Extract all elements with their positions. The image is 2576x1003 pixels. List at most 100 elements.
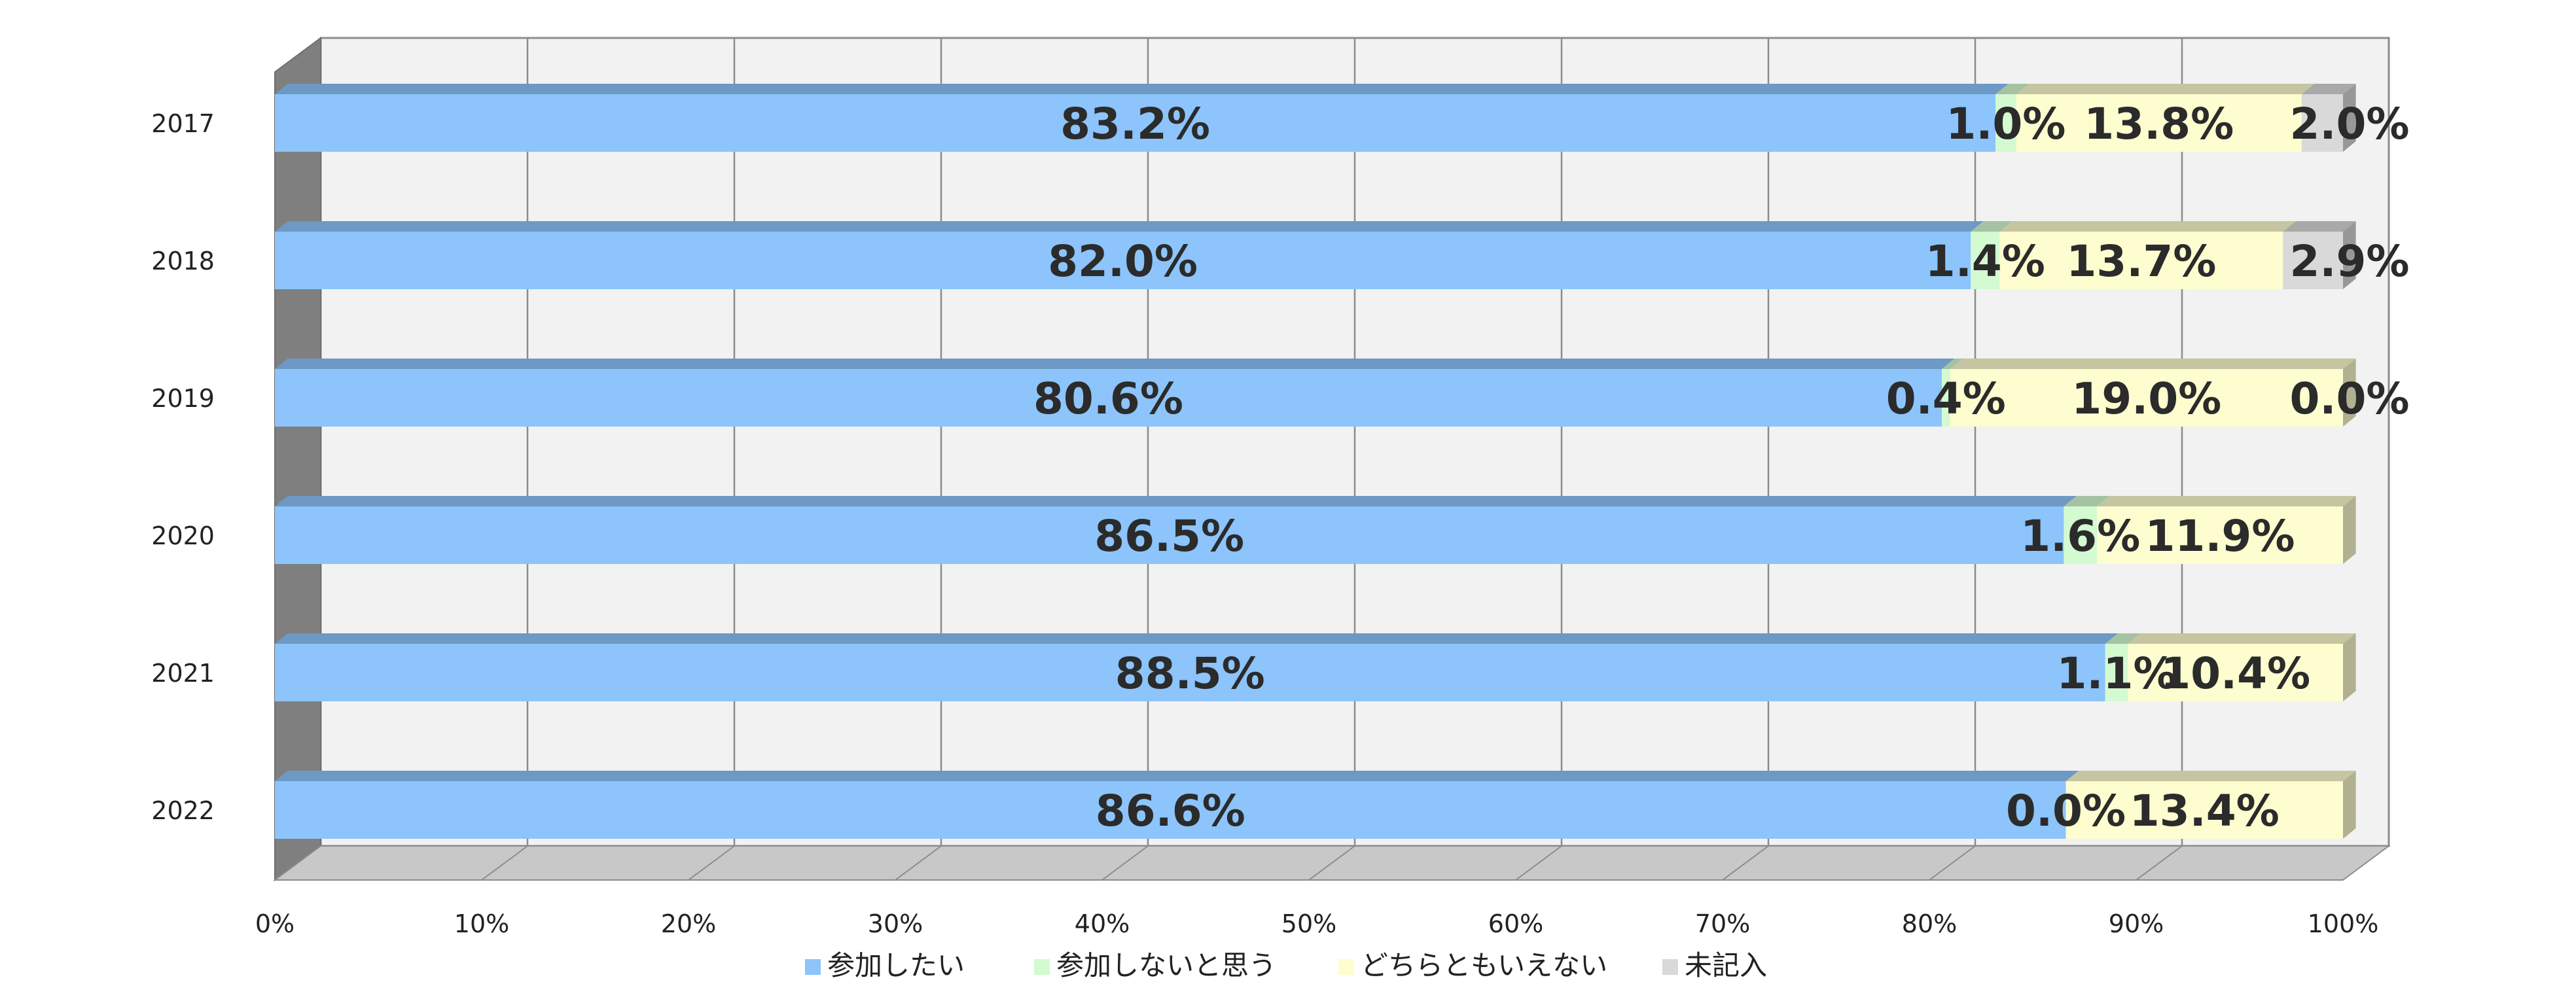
x-tick-label: 20% — [661, 909, 716, 938]
bar-segment — [1971, 232, 2000, 289]
segment-label: 13.7% — [2066, 236, 2216, 287]
bar-segment-top — [2066, 771, 2356, 781]
bar-segment-top — [2105, 633, 2141, 644]
bar-segment-top — [2128, 633, 2356, 644]
bar-segment-top — [1999, 221, 2296, 232]
floor-gridline — [688, 845, 735, 881]
segment-label: 82.0% — [1048, 236, 1198, 287]
bar-segment — [275, 94, 1996, 152]
x-tick-label: 100% — [2308, 909, 2379, 938]
segment-label: 2.0% — [2289, 99, 2409, 149]
bar-segment-top — [275, 84, 2009, 94]
legend-label: 参加しないと思う — [1056, 949, 1276, 981]
segment-label: 2.9% — [2289, 236, 2409, 287]
gridlines — [481, 38, 2183, 881]
segment-label: 1.0% — [1946, 99, 2066, 149]
x-tick-label: 70% — [1695, 909, 1750, 938]
segment-label: 80.6% — [1033, 374, 1183, 424]
bar-segment — [2283, 232, 2343, 289]
bar-segment — [2301, 94, 2343, 152]
floor-gridline — [2136, 845, 2183, 881]
bar-segment — [1950, 369, 2343, 427]
bar-segment-top — [1971, 221, 2013, 232]
legend-swatch — [805, 959, 821, 975]
bar-segment-top — [2016, 84, 2315, 94]
bar-segment-top — [2301, 84, 2356, 94]
bar-segment — [2066, 781, 2343, 839]
bar-segment — [2064, 506, 2097, 564]
bar-segments — [275, 84, 2356, 839]
bar-segment — [275, 506, 2064, 564]
segment-label: 1.4% — [1925, 236, 2045, 287]
segment-label: 0.0% — [2289, 374, 2409, 424]
legend-label: 未記入 — [1685, 949, 1767, 981]
x-axis-ticks: 0% 10% 20% 30% 40% 50% 60% 70% 80% 90% 100% — [255, 909, 2378, 938]
segment-label: 19.0% — [2071, 374, 2221, 424]
segment-label: 1.6% — [2020, 511, 2140, 561]
legend-label: どちらともいえない — [1361, 949, 1607, 981]
legend-swatch — [1662, 959, 1678, 975]
bar-segment — [1995, 94, 2016, 152]
bar-segment-top — [1995, 84, 2030, 94]
segment-label: 86.5% — [1094, 511, 1244, 561]
segment-label: 86.6% — [1096, 786, 1245, 836]
bar-segment-top — [275, 771, 2079, 781]
bar-segment-top — [275, 221, 1984, 232]
bar-segment — [275, 232, 1971, 289]
x-tick-label: 50% — [1281, 909, 1336, 938]
floor-gridline — [1515, 845, 1562, 881]
bar-segment — [2105, 644, 2128, 701]
segment-label: 1.1% — [2056, 648, 2176, 699]
segment-label: 0.4% — [1886, 374, 2006, 424]
floor-gridline — [481, 845, 528, 881]
segment-label: 10.4% — [2160, 648, 2310, 699]
x-tick-label: 10% — [454, 909, 509, 938]
floor-gridline — [1722, 845, 1769, 881]
y-tick-label: 2019 — [151, 384, 215, 413]
bar-segment — [1941, 369, 1950, 427]
segment-label: 13.8% — [2084, 99, 2234, 149]
bar-segment — [2096, 506, 2343, 564]
segment-label: 0.0% — [2006, 786, 2126, 836]
segment-label: 11.9% — [2145, 511, 2295, 561]
bar-segment — [1999, 232, 2283, 289]
y-tick-label: 2021 — [151, 659, 215, 688]
bar-end-face — [2343, 221, 2356, 289]
bar-segment-top — [275, 496, 2077, 506]
bar-segment-top — [275, 359, 1955, 369]
floor-gridline — [895, 845, 942, 881]
legend-swatch — [1034, 959, 1050, 975]
y-tick-label: 2022 — [151, 796, 215, 825]
y-tick-label: 2018 — [151, 247, 215, 275]
x-tick-label: 90% — [2109, 909, 2164, 938]
plot-walls — [272, 37, 2391, 881]
bar-segment-top — [1941, 359, 1963, 369]
bar-segment — [275, 644, 2105, 701]
y-tick-label: 2020 — [151, 521, 215, 550]
bar-end-face — [2343, 633, 2356, 701]
bar-segment-top — [2064, 496, 2110, 506]
bar-segment-top — [275, 633, 2119, 644]
x-tick-label: 60% — [1488, 909, 1543, 938]
segment-labels: 83.2% 1.0% 13.8% 2.0% 82.0% 1.4% 13.7% 2.9% 80.6… — [1033, 99, 2410, 836]
segment-label: 83.2% — [1060, 99, 1210, 149]
bar-segment — [2128, 644, 2343, 701]
bar-segment — [275, 781, 2066, 839]
bar-segment-top — [2283, 221, 2356, 232]
x-tick-label: 30% — [868, 909, 923, 938]
legend-swatch — [1338, 959, 1354, 975]
bar-segment — [275, 369, 1942, 427]
floor-gridline — [1101, 845, 1149, 881]
segment-label: 13.4% — [2130, 786, 2280, 836]
bar-end-face — [2343, 359, 2356, 427]
x-tick-label: 80% — [1902, 909, 1957, 938]
bar-end-face — [2343, 771, 2356, 839]
bar-end-face — [2343, 496, 2356, 564]
legend: 参加したい 参加しないと思う どちらともいえない 未記入 — [805, 949, 1767, 981]
floor-gridline — [1308, 845, 1355, 881]
legend-label: 参加したい — [827, 949, 965, 981]
side-wall — [274, 37, 321, 881]
bar-segment — [2016, 94, 2302, 152]
y-tick-label: 2017 — [151, 109, 215, 138]
